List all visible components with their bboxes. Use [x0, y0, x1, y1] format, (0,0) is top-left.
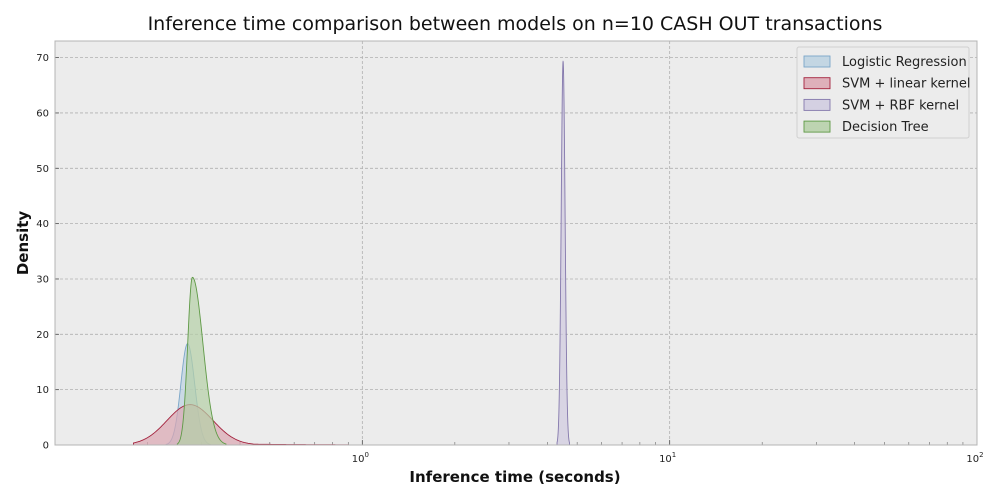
x-tick-label: 102	[966, 451, 983, 465]
y-tick-label: 10	[36, 385, 49, 396]
legend-label: SVM + RBF kernel	[842, 98, 959, 113]
y-tick-label: 30	[36, 274, 49, 285]
legend-swatch	[803, 77, 831, 90]
legend-swatch	[803, 55, 831, 68]
y-tick-label: 50	[36, 164, 49, 175]
chart-title: Inference time comparison between models…	[148, 13, 883, 35]
x-tick-label: 101	[659, 451, 676, 465]
legend-swatch	[803, 120, 831, 133]
legend-swatch	[803, 98, 831, 111]
y-axis-label: Density	[14, 211, 32, 276]
density-decision-tree	[176, 276, 227, 446]
x-tick-label: 100	[352, 451, 369, 465]
legend: Logistic Regression SVM + linear kernel SV…	[796, 46, 970, 139]
y-tick-label: 0	[43, 441, 49, 452]
legend-box	[796, 46, 970, 139]
x-axis-label: Inference time (seconds)	[409, 468, 620, 486]
legend-label: SVM + linear kernel	[842, 77, 970, 92]
y-tick-label: 40	[36, 219, 49, 230]
density-svm-rbf-kernel	[556, 60, 570, 446]
y-tick-label: 60	[36, 108, 49, 119]
legend-label: Decision Tree	[842, 120, 929, 135]
y-tick-label: 20	[36, 330, 49, 341]
legend-label: Logistic Regression	[842, 55, 967, 70]
y-tick-label: 70	[36, 53, 49, 64]
plot-frame	[54, 40, 978, 446]
